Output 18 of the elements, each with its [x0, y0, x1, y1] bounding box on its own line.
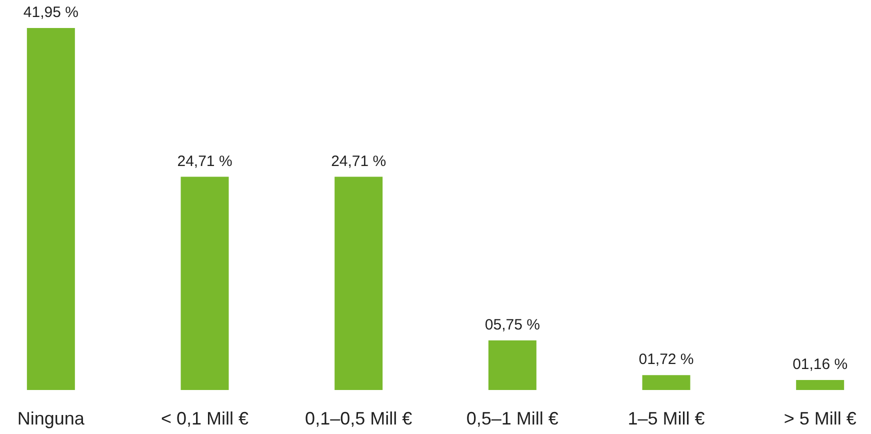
bar — [488, 340, 536, 390]
bar — [796, 380, 844, 390]
data-label: 24,71 % — [177, 152, 232, 170]
data-label: 24,71 % — [331, 152, 386, 170]
data-label: 05,75 % — [484, 316, 540, 334]
data-label: 01,72 % — [638, 351, 694, 368]
x-tick-label: 0,5–1 Mill € — [466, 408, 558, 428]
bar — [334, 176, 383, 390]
x-tick-label: < 0,1 Mill € — [160, 408, 249, 428]
bar — [26, 28, 75, 390]
bar — [642, 375, 690, 390]
bar — [180, 176, 229, 390]
x-tick-label: Ninguna — [17, 408, 86, 428]
x-tick-label: 1–5 Mill € — [628, 408, 705, 428]
x-tick-label: 0,1–0,5 Mill € — [305, 408, 412, 428]
data-label: 01,16 % — [792, 356, 848, 373]
x-tick-label: > 5 Mill € — [784, 408, 856, 428]
data-label: 41,95 % — [23, 4, 78, 21]
